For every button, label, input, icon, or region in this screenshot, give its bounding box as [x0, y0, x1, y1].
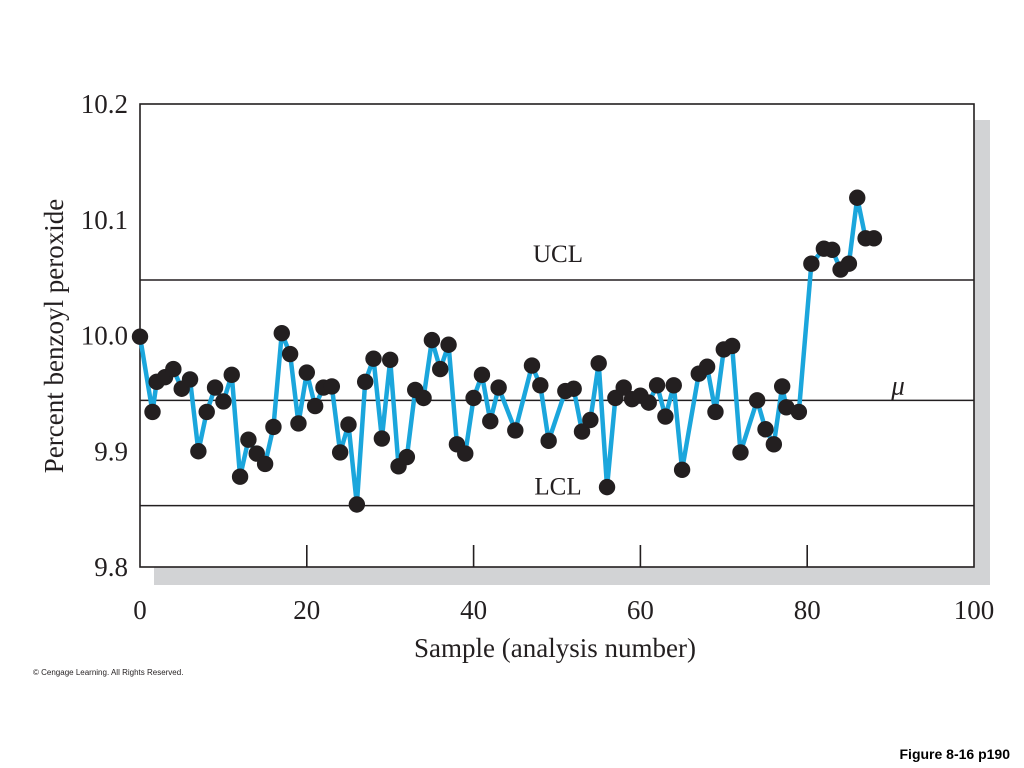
data-point	[523, 357, 541, 374]
data-point	[144, 403, 161, 421]
data-point	[440, 336, 457, 353]
data-point	[281, 345, 299, 363]
data-point	[778, 399, 795, 416]
data-point	[432, 360, 449, 378]
data-point	[240, 431, 257, 448]
y-tick-label: 9.9	[94, 436, 128, 466]
data-point	[482, 412, 499, 430]
data-point	[473, 366, 491, 384]
figure-caption: Figure 8-16 p190	[899, 746, 1011, 762]
data-point	[215, 393, 232, 410]
data-point	[165, 360, 182, 378]
data-point	[840, 255, 858, 272]
data-point	[698, 358, 716, 375]
data-point	[398, 448, 416, 466]
data-point	[365, 350, 382, 367]
data-point	[640, 394, 657, 411]
x-tick-label: 80	[794, 595, 821, 625]
data-point	[532, 377, 549, 394]
data-point	[348, 496, 366, 513]
data-point	[540, 432, 557, 450]
data-point	[598, 478, 616, 496]
data-point	[423, 331, 441, 349]
data-point	[340, 416, 357, 433]
data-point	[490, 379, 507, 396]
data-point	[198, 403, 215, 421]
data-point	[206, 379, 224, 396]
data-point	[565, 380, 582, 397]
data-point	[181, 371, 199, 388]
data-point	[665, 377, 682, 394]
data-point	[256, 455, 274, 473]
data-point	[723, 337, 741, 355]
data-point	[773, 378, 791, 395]
data-point	[273, 324, 290, 342]
x-tick-label: 40	[460, 595, 487, 625]
data-point	[824, 241, 841, 259]
data-point	[582, 411, 599, 429]
data-point	[298, 364, 315, 381]
y-tick-label: 9.8	[94, 552, 128, 582]
data-point	[306, 397, 324, 415]
data-point	[707, 403, 724, 421]
data-point	[507, 422, 524, 439]
y-axis-ticks: 9.8 9.9 10.0 10.1 10.2	[81, 89, 128, 582]
data-point	[356, 373, 374, 390]
data-point	[382, 351, 399, 369]
x-tick-label: 0	[133, 595, 147, 625]
data-point	[732, 444, 749, 461]
x-axis-title: Sample (analysis number)	[414, 633, 696, 663]
data-point	[190, 443, 207, 460]
copyright-notice: © Cengage Learning. All Rights Reserved.	[33, 668, 184, 677]
data-series	[131, 189, 883, 513]
x-tick-label: 20	[293, 595, 320, 625]
data-point	[323, 378, 341, 395]
data-point	[790, 403, 808, 421]
control-line-label-1: μ	[890, 370, 905, 400]
data-point	[657, 408, 674, 425]
data-point	[265, 418, 282, 436]
data-point	[849, 189, 866, 206]
y-tick-label: 10.1	[81, 205, 128, 235]
data-point	[223, 366, 240, 384]
data-point	[231, 468, 249, 485]
data-point	[648, 377, 666, 394]
data-point	[865, 230, 883, 247]
y-tick-label: 10.0	[81, 321, 128, 351]
data-point	[757, 421, 774, 438]
data-point	[673, 461, 691, 478]
data-point	[465, 389, 482, 407]
data-point	[573, 423, 591, 440]
data-point	[131, 328, 149, 345]
data-point	[415, 389, 432, 407]
control-line-label-0: UCL	[533, 241, 583, 268]
y-tick-label: 10.2	[81, 89, 128, 119]
x-axis-ticks: 0 20 40 60 80 100	[133, 545, 994, 625]
data-point	[373, 430, 391, 447]
data-point	[457, 445, 474, 462]
control-line-label-2: LCL	[534, 474, 581, 501]
data-point	[590, 355, 607, 372]
data-point	[331, 444, 349, 461]
data-point	[615, 379, 632, 396]
data-point	[748, 392, 766, 409]
control-lines: UCL μ LCL	[140, 241, 974, 507]
data-point	[765, 436, 783, 453]
x-tick-label: 100	[954, 595, 995, 625]
y-axis-title: Percent benzoyl peroxide	[39, 199, 69, 473]
x-tick-label: 60	[627, 595, 654, 625]
data-point	[290, 415, 307, 432]
data-point	[803, 255, 820, 272]
